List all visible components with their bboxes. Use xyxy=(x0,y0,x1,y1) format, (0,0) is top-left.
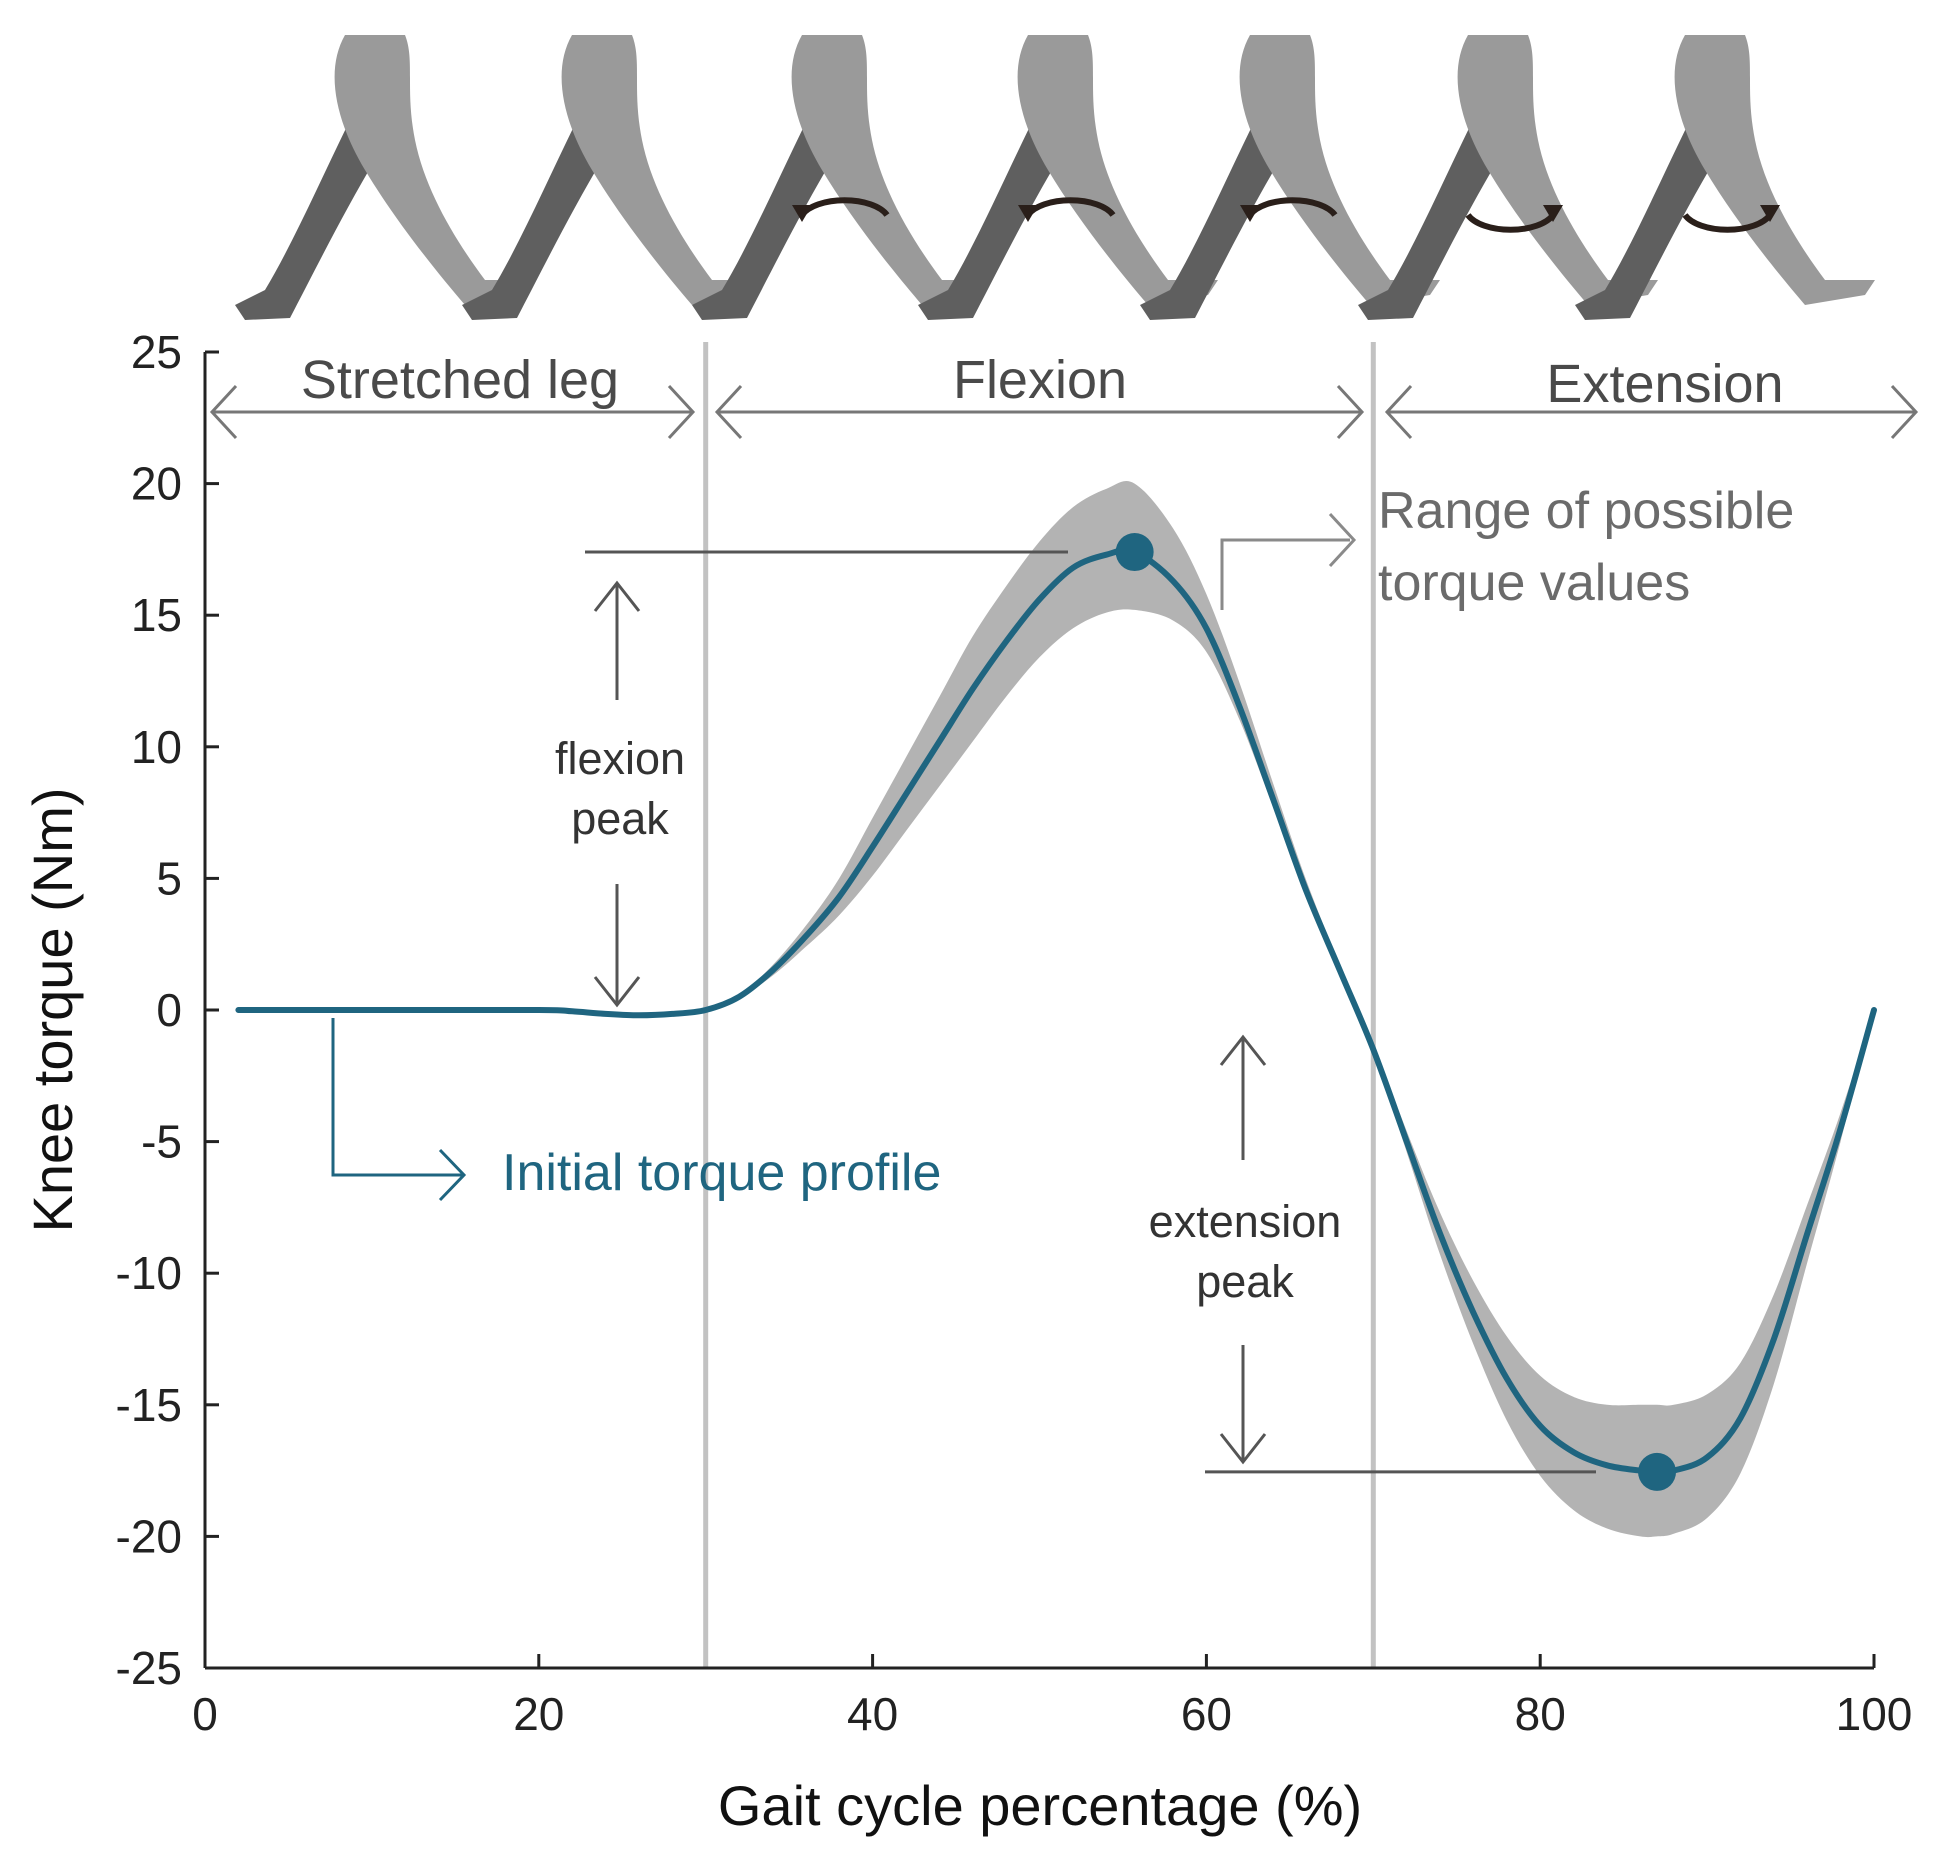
arrow-head-left xyxy=(1384,384,1413,440)
phase-arrow-extension xyxy=(1384,384,1919,440)
knee-rotation-arrowhead-icon xyxy=(1543,205,1563,222)
extension-peak-label-line1: extension xyxy=(1149,1196,1342,1247)
back-leg xyxy=(1575,110,1715,320)
walking-figure-4 xyxy=(918,35,1218,320)
range-band-area xyxy=(238,481,1874,1538)
back-leg xyxy=(235,110,375,320)
extension-peak-down-arrow xyxy=(1219,1345,1267,1465)
x-tick-marks xyxy=(203,1654,1876,1668)
x-tick-label: 20 xyxy=(513,1688,564,1740)
torque-profile-layer xyxy=(235,547,1877,1476)
phase-label-stretched-leg: Stretched leg xyxy=(301,350,619,410)
phase-arrow-flexion xyxy=(714,384,1365,440)
x-tick-label: 40 xyxy=(847,1688,898,1740)
arrow-head-right xyxy=(1890,384,1919,440)
arrow-head xyxy=(1219,1034,1267,1066)
y-axis-title: Knee torque (Nm) xyxy=(21,787,84,1232)
flexion-peak-label-line1: flexion xyxy=(555,733,685,784)
y-tick-label: 25 xyxy=(131,326,182,378)
x-tick-label: 60 xyxy=(1181,1688,1232,1740)
flexion-peak-label-line2: peak xyxy=(571,793,669,844)
arrow-head xyxy=(593,580,641,612)
arrow-head xyxy=(1219,1433,1267,1465)
extension-peak-up-arrow xyxy=(1219,1034,1267,1160)
knee-rotation-arrowhead-icon xyxy=(1240,205,1260,222)
walking-figure-3 xyxy=(692,35,992,320)
flexion-peak-marker xyxy=(1115,533,1154,572)
arrow-head-left xyxy=(714,384,743,440)
knee-rotation-arrow-icon xyxy=(1682,213,1773,233)
y-tick-label: 0 xyxy=(156,984,182,1036)
front-leg xyxy=(1017,35,1218,305)
y-tick-label: -10 xyxy=(116,1247,182,1299)
front-leg xyxy=(1674,35,1875,305)
walking-figures-illustration xyxy=(235,35,1875,320)
flexion-peak-down-arrow xyxy=(593,884,641,1008)
phase-label-extension: Extension xyxy=(1546,354,1783,414)
back-leg xyxy=(692,110,832,320)
y-tick-label: 20 xyxy=(131,458,182,510)
y-tick-label: -25 xyxy=(116,1642,182,1694)
front-leg xyxy=(334,35,535,305)
extension-peak-label-line2: peak xyxy=(1196,1256,1294,1307)
back-leg xyxy=(918,110,1058,320)
arrow-head-left xyxy=(209,384,238,440)
front-leg xyxy=(561,35,762,305)
walking-figure-1 xyxy=(235,35,535,320)
annotation-graphics xyxy=(331,512,1596,1474)
arrow-head-right xyxy=(667,384,696,440)
range-label-line2: torque values xyxy=(1378,554,1690,612)
front-leg xyxy=(1457,35,1658,305)
phase-boundary-lines xyxy=(703,342,1376,1668)
torque-profile-line xyxy=(235,547,1877,1476)
walking-figure-6 xyxy=(1358,35,1658,320)
y-tick-label: -15 xyxy=(116,1379,182,1431)
arrow-head-right xyxy=(1336,384,1365,440)
y-tick-label: 10 xyxy=(131,721,182,773)
x-tick-label: 100 xyxy=(1836,1688,1913,1740)
torque-range-band xyxy=(238,481,1874,1538)
flexion-peak-up-arrow xyxy=(593,580,641,700)
knee-rotation-arrowhead-icon xyxy=(792,205,812,222)
back-leg xyxy=(1140,110,1280,320)
front-leg xyxy=(1239,35,1440,305)
profile-callout-arrow-head xyxy=(438,1148,467,1202)
x-tick-labels: 0 20 40 60 80 100 xyxy=(192,1688,1912,1740)
x-tick-label: 80 xyxy=(1515,1688,1566,1740)
profile-callout-line xyxy=(331,1018,462,1177)
x-tick-label: 0 xyxy=(192,1688,218,1740)
y-tick-label: 15 xyxy=(131,589,182,641)
initial-torque-profile-label: Initial torque profile xyxy=(502,1144,941,1202)
arrow-head xyxy=(593,976,641,1008)
extension-peak-marker xyxy=(1638,1452,1677,1491)
peak-markers xyxy=(1115,533,1677,1491)
y-tick-label: 5 xyxy=(156,852,182,904)
walking-figure-5 xyxy=(1140,35,1440,320)
y-tick-label: -5 xyxy=(141,1116,182,1168)
y-tick-label: -20 xyxy=(116,1510,182,1562)
walking-figure-2 xyxy=(462,35,762,320)
range-label-line1: Range of possible xyxy=(1378,482,1794,540)
y-tick-marks xyxy=(205,350,219,1670)
x-axis-title: Gait cycle percentage (%) xyxy=(718,1774,1362,1837)
knee-rotation-arrow-icon xyxy=(1465,213,1556,233)
phase-arrows xyxy=(209,384,1919,440)
range-callout-line xyxy=(1220,538,1350,610)
back-leg xyxy=(1358,110,1498,320)
front-leg xyxy=(791,35,992,305)
walking-figure-7 xyxy=(1575,35,1875,320)
range-callout-arrow-head xyxy=(1328,512,1357,568)
phase-label-flexion: Flexion xyxy=(953,350,1127,410)
back-leg xyxy=(462,110,602,320)
phase-arrow-stretched-leg xyxy=(209,384,696,440)
knee-rotation-arrowhead-icon xyxy=(1018,205,1038,222)
knee-rotation-arrowhead-icon xyxy=(1760,205,1780,222)
y-tick-labels: 25 20 15 10 5 0 -5 -10 -15 -20 -25 xyxy=(116,326,182,1694)
